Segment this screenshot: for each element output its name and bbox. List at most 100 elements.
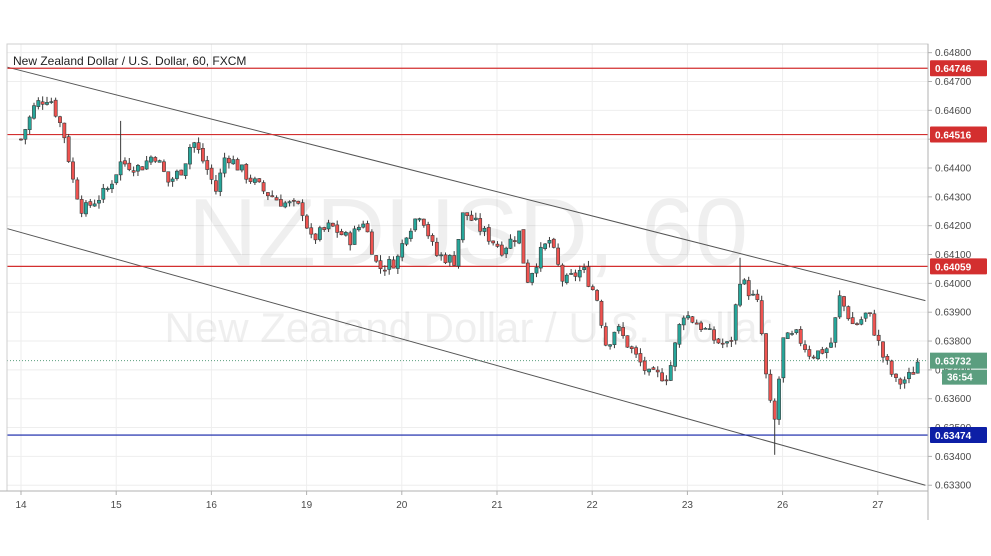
- candle-body: [222, 157, 227, 174]
- candle-body: [287, 201, 292, 204]
- candle: [97, 195, 101, 209]
- candle: [902, 376, 907, 389]
- candle-body: [452, 255, 457, 266]
- candle-body: [842, 296, 846, 307]
- candle-body: [274, 197, 279, 201]
- candle-body: [716, 338, 721, 344]
- candle-body: [218, 172, 223, 192]
- time-tick-label: 20: [396, 500, 408, 511]
- candle: [300, 199, 305, 222]
- price-tick-label: 0.64600: [935, 106, 972, 117]
- candle: [188, 144, 192, 170]
- candle-body: [439, 254, 444, 257]
- candle: [842, 295, 846, 312]
- candle: [222, 152, 227, 178]
- candle-body: [387, 259, 392, 270]
- candle: [590, 284, 595, 291]
- candle-body: [426, 224, 431, 237]
- candle-body: [460, 212, 465, 241]
- candle: [473, 212, 478, 221]
- candle-body: [625, 335, 630, 348]
- candle: [824, 347, 829, 359]
- candle: [525, 259, 530, 284]
- candle-body: [374, 255, 379, 262]
- candle: [240, 164, 244, 173]
- candle-body: [634, 347, 638, 355]
- candle-body: [231, 159, 236, 165]
- candle-body: [577, 270, 582, 278]
- candle-body: [538, 246, 543, 269]
- candle: [62, 122, 67, 144]
- candle-body: [521, 229, 526, 264]
- candle-body: [746, 280, 751, 297]
- candle-body: [465, 212, 470, 216]
- candle: [140, 166, 145, 171]
- candle: [833, 317, 838, 348]
- candle-body: [40, 101, 45, 105]
- candle-body: [395, 255, 400, 269]
- candle: [491, 240, 496, 246]
- candle-body: [131, 170, 136, 173]
- candle: [872, 309, 877, 336]
- candle: [772, 398, 777, 455]
- candle-body: [764, 333, 768, 375]
- current-price-label: 0.63732: [935, 357, 972, 368]
- candle-body: [326, 222, 331, 230]
- candle: [452, 251, 457, 266]
- candle-body: [482, 227, 487, 232]
- candle-body: [785, 332, 790, 339]
- candle-body: [253, 178, 257, 183]
- candle-body: [244, 164, 249, 180]
- candle: [647, 368, 651, 376]
- candle-body: [205, 160, 210, 170]
- candle-body: [495, 243, 500, 247]
- candle-body: [478, 218, 483, 232]
- candle: [278, 194, 283, 207]
- candle-body: [456, 239, 461, 267]
- time-axis[interactable]: 14 15 16 19 20 21 22 23 26 27: [15, 491, 884, 511]
- candle: [816, 350, 820, 361]
- candle: [907, 367, 911, 384]
- candle-body: [421, 218, 426, 226]
- candle: [71, 157, 75, 183]
- candle: [681, 315, 686, 331]
- candle-body: [66, 136, 71, 162]
- candle-body: [846, 306, 851, 320]
- candle-body: [400, 243, 405, 258]
- candle-body: [140, 166, 145, 171]
- candle: [504, 246, 509, 259]
- candle-body: [53, 99, 58, 117]
- price-tick-label: 0.64000: [935, 279, 972, 290]
- candle-body: [214, 180, 218, 192]
- candle-body: [157, 160, 162, 163]
- candle: [317, 225, 322, 242]
- candle: [335, 220, 340, 238]
- channel-line-upper: [6, 66, 926, 302]
- price-tick-label: 0.63800: [935, 337, 972, 348]
- candle-body: [820, 349, 825, 354]
- candle-body: [642, 360, 647, 371]
- candle: [49, 97, 54, 104]
- candle-body: [738, 283, 742, 306]
- candle: [885, 354, 890, 365]
- candle-body: [556, 247, 561, 265]
- candle-body: [547, 240, 552, 244]
- candle-body: [564, 274, 569, 283]
- candle: [196, 137, 201, 154]
- price-tick-label: 0.64800: [935, 48, 972, 59]
- candle-body: [855, 323, 859, 325]
- candle-body: [499, 244, 504, 256]
- candle-body: [811, 356, 816, 359]
- candle-body: [755, 293, 760, 300]
- candle: [53, 97, 58, 118]
- candle-body: [45, 102, 49, 105]
- candle: [84, 200, 88, 217]
- candle-body: [833, 317, 838, 343]
- candle: [136, 163, 140, 176]
- candle: [577, 265, 582, 282]
- candle-body: [772, 400, 777, 420]
- candle: [863, 312, 868, 322]
- candle: [421, 218, 426, 228]
- candle-body: [188, 147, 192, 165]
